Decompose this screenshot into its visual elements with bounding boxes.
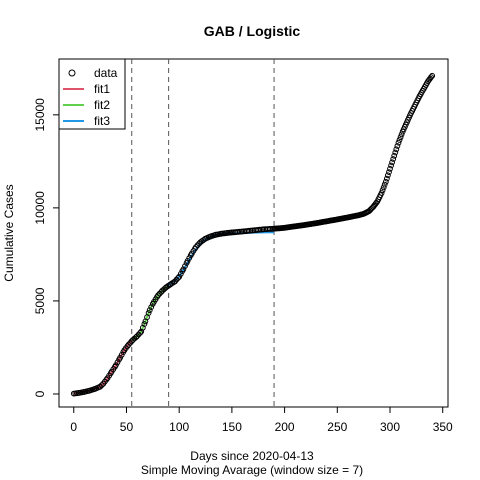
data-point	[177, 271, 184, 277]
data-point	[378, 190, 385, 196]
legend-label-fit2: fit2	[94, 98, 110, 112]
data-point	[182, 263, 188, 270]
fit-line-fit3	[168, 231, 275, 286]
x-tick-label: 50	[120, 420, 134, 434]
data-point	[394, 143, 401, 149]
data-point	[113, 362, 119, 369]
data-point	[379, 187, 386, 194]
data-point	[389, 159, 396, 166]
data-point	[388, 162, 395, 169]
data-point	[398, 131, 405, 138]
legend-label-fit1: fit1	[94, 82, 110, 96]
data-point	[186, 255, 193, 262]
data-point	[397, 134, 404, 141]
data-point	[114, 359, 121, 366]
y-tick-label: 0	[33, 390, 47, 397]
data-point	[184, 258, 191, 264]
y-tick-label: 10000	[33, 191, 47, 225]
y-axis-label: Cumulative Cases	[2, 184, 16, 281]
y-tick-label: 15000	[33, 98, 47, 132]
data-point	[396, 137, 403, 143]
data-point	[393, 146, 400, 153]
legend-marker-data	[68, 69, 76, 77]
data-point	[129, 337, 136, 343]
x-axis: 0 50 100 150 200 250 300 350	[70, 406, 453, 434]
data-point	[117, 354, 123, 361]
x-tick-label: 0	[70, 420, 77, 434]
legend-label-fit3: fit3	[94, 114, 110, 128]
y-tick-label: 5000	[33, 287, 47, 314]
data-point	[159, 287, 166, 294]
data-point	[103, 376, 110, 383]
data-point	[137, 329, 144, 336]
data-point	[382, 178, 389, 185]
x-tick-label: 250	[327, 420, 347, 434]
data-point	[155, 292, 162, 299]
data-point	[428, 74, 435, 80]
fit-lines	[73, 231, 275, 395]
data-point	[141, 321, 148, 327]
x-tick-label: 100	[169, 420, 189, 434]
data-point	[384, 175, 390, 182]
data-point	[390, 156, 397, 162]
data-point	[97, 383, 103, 390]
x-tick-label: 150	[222, 420, 242, 434]
data-point	[429, 72, 436, 79]
data-point	[148, 304, 155, 311]
data-point	[180, 266, 187, 273]
x-tick-label: 200	[275, 420, 295, 434]
data-point	[146, 307, 153, 314]
data-point	[387, 165, 393, 172]
data-point	[385, 172, 391, 179]
legend: data fit1 fit2 fit3	[58, 58, 126, 130]
data-point	[98, 382, 105, 389]
data-point	[395, 139, 402, 146]
x-tick-label: 350	[433, 420, 453, 434]
data-point	[145, 310, 152, 316]
data-point	[380, 184, 387, 191]
chart-title: GAB / Logistic	[204, 23, 301, 39]
data-point	[386, 169, 392, 176]
data-point	[118, 352, 125, 358]
legend-label-data: data	[94, 66, 118, 80]
data-point	[175, 275, 182, 281]
data-point	[392, 149, 399, 156]
data-points	[70, 72, 436, 397]
y-axis: 0 5000 10000 15000	[33, 98, 60, 397]
data-point	[176, 273, 183, 280]
x-axis-label: Days since 2020-04-13	[190, 449, 314, 463]
x-tick-label: 300	[380, 420, 400, 434]
x-axis-sublabel: Simple Moving Avarage (window size = 7)	[141, 463, 363, 477]
data-point	[381, 181, 388, 188]
data-point	[391, 152, 398, 159]
